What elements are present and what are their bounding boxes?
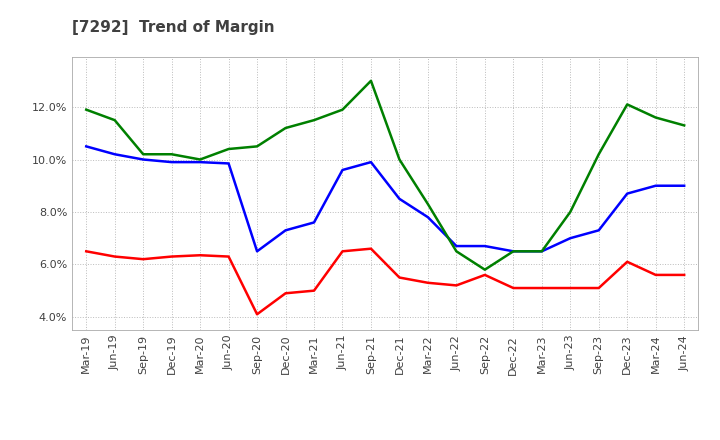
- Ordinary Income: [139, 157, 148, 162]
- Net Income: [167, 254, 176, 259]
- Ordinary Income: [395, 196, 404, 202]
- Operating Cashflow: [139, 152, 148, 157]
- Ordinary Income: [225, 161, 233, 166]
- Operating Cashflow: [167, 152, 176, 157]
- Net Income: [423, 280, 432, 286]
- Operating Cashflow: [310, 117, 318, 123]
- Operating Cashflow: [225, 147, 233, 152]
- Ordinary Income: [310, 220, 318, 225]
- Net Income: [110, 254, 119, 259]
- Ordinary Income: [423, 215, 432, 220]
- Operating Cashflow: [509, 249, 518, 254]
- Ordinary Income: [110, 152, 119, 157]
- Operating Cashflow: [623, 102, 631, 107]
- Operating Cashflow: [253, 144, 261, 149]
- Net Income: [595, 286, 603, 291]
- Net Income: [338, 249, 347, 254]
- Text: [7292]  Trend of Margin: [7292] Trend of Margin: [72, 20, 274, 35]
- Net Income: [82, 249, 91, 254]
- Ordinary Income: [566, 235, 575, 241]
- Net Income: [680, 272, 688, 278]
- Operating Cashflow: [110, 117, 119, 123]
- Ordinary Income: [196, 159, 204, 165]
- Operating Cashflow: [395, 157, 404, 162]
- Net Income: [225, 254, 233, 259]
- Net Income: [366, 246, 375, 251]
- Net Income: [537, 286, 546, 291]
- Operating Cashflow: [82, 107, 91, 112]
- Operating Cashflow: [366, 78, 375, 84]
- Operating Cashflow: [480, 267, 489, 272]
- Ordinary Income: [623, 191, 631, 196]
- Ordinary Income: [366, 159, 375, 165]
- Operating Cashflow: [595, 152, 603, 157]
- Operating Cashflow: [196, 157, 204, 162]
- Operating Cashflow: [423, 202, 432, 207]
- Operating Cashflow: [338, 107, 347, 112]
- Net Income: [139, 257, 148, 262]
- Ordinary Income: [282, 227, 290, 233]
- Operating Cashflow: [537, 249, 546, 254]
- Ordinary Income: [509, 249, 518, 254]
- Line: Net Income: Net Income: [86, 249, 684, 314]
- Ordinary Income: [537, 249, 546, 254]
- Operating Cashflow: [680, 123, 688, 128]
- Ordinary Income: [452, 243, 461, 249]
- Operating Cashflow: [452, 249, 461, 254]
- Net Income: [566, 286, 575, 291]
- Ordinary Income: [680, 183, 688, 188]
- Ordinary Income: [167, 159, 176, 165]
- Net Income: [509, 286, 518, 291]
- Net Income: [623, 259, 631, 264]
- Net Income: [480, 272, 489, 278]
- Net Income: [196, 253, 204, 258]
- Net Income: [395, 275, 404, 280]
- Operating Cashflow: [282, 125, 290, 131]
- Net Income: [652, 272, 660, 278]
- Net Income: [310, 288, 318, 293]
- Net Income: [452, 283, 461, 288]
- Ordinary Income: [82, 144, 91, 149]
- Line: Operating Cashflow: Operating Cashflow: [86, 81, 684, 270]
- Net Income: [282, 291, 290, 296]
- Operating Cashflow: [652, 115, 660, 120]
- Operating Cashflow: [566, 209, 575, 215]
- Ordinary Income: [480, 243, 489, 249]
- Net Income: [253, 312, 261, 317]
- Ordinary Income: [652, 183, 660, 188]
- Ordinary Income: [595, 227, 603, 233]
- Line: Ordinary Income: Ordinary Income: [86, 147, 684, 251]
- Ordinary Income: [253, 249, 261, 254]
- Ordinary Income: [338, 167, 347, 172]
